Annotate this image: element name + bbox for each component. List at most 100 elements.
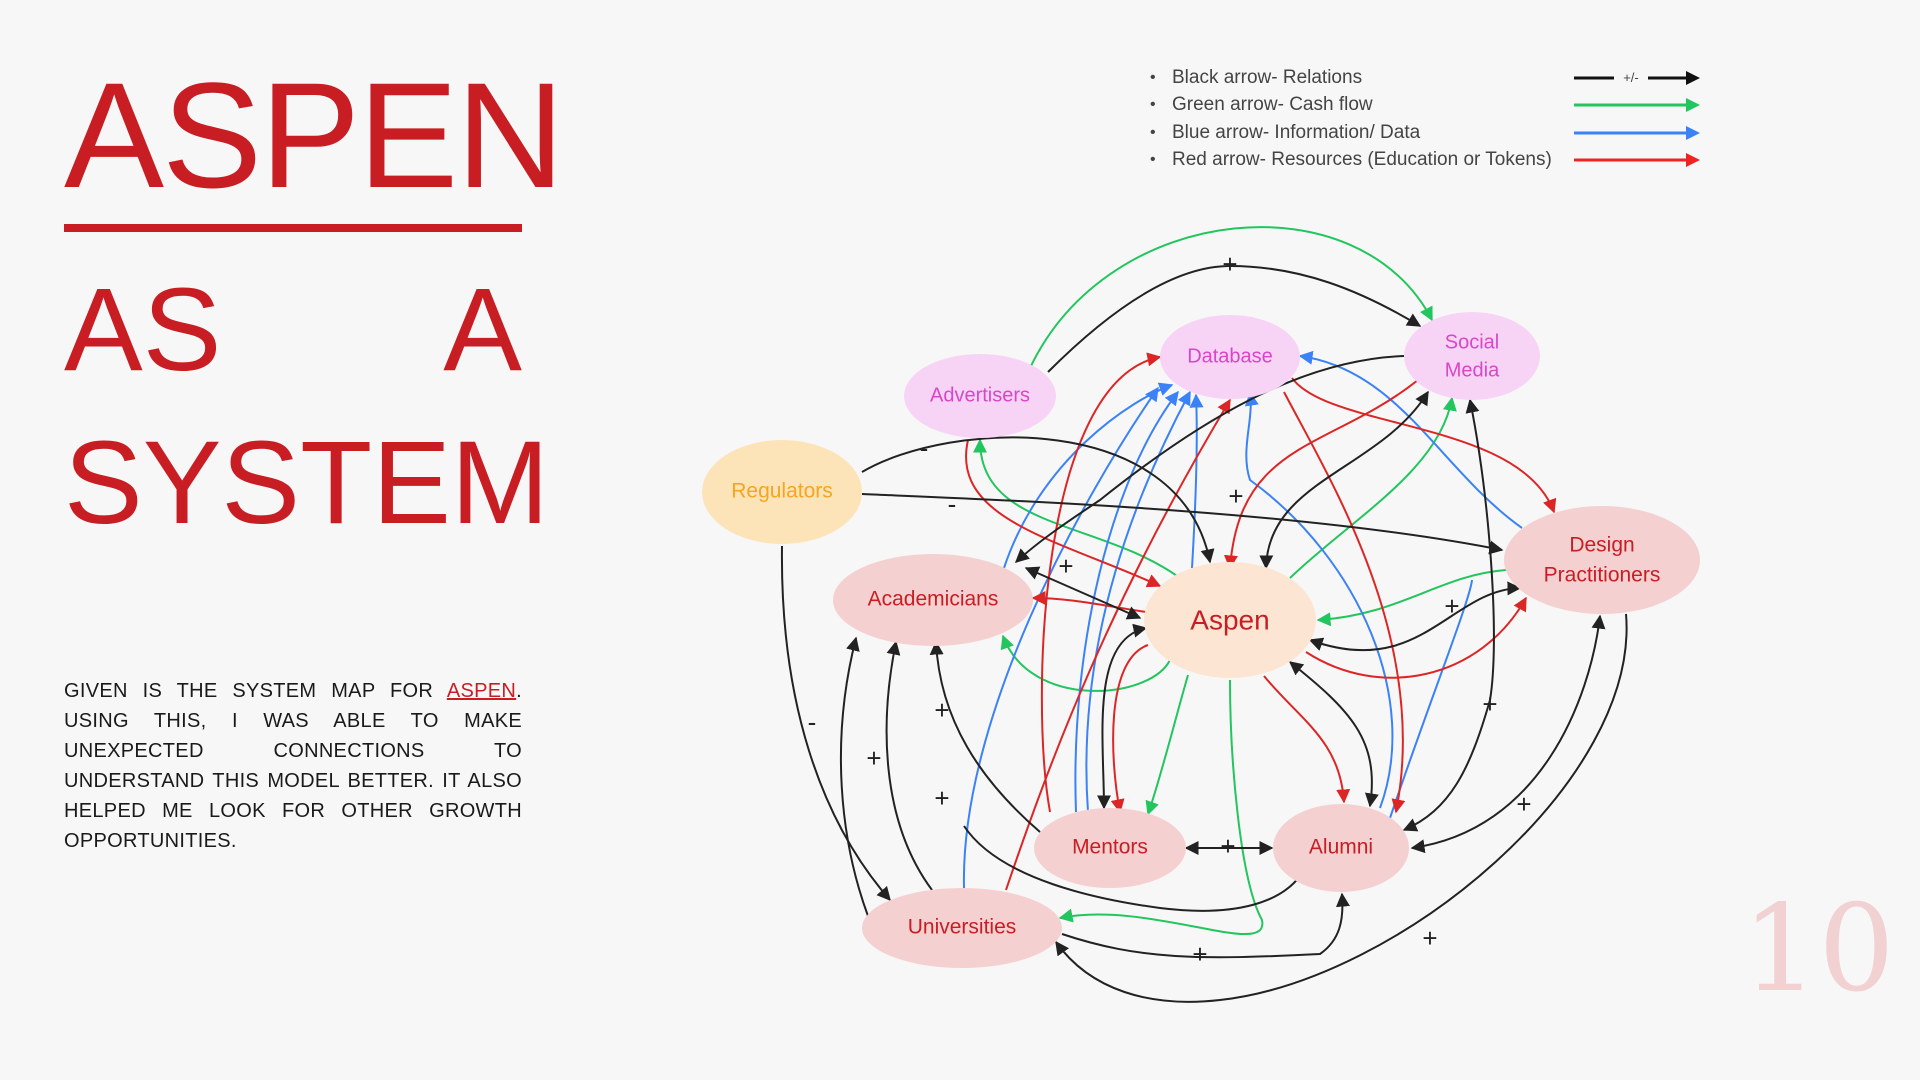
node-label: Media xyxy=(1445,359,1500,381)
node-universities: Universities xyxy=(862,888,1062,968)
legend-item-black: • Black arrow- Relations +/- xyxy=(1150,64,1710,92)
edge-universities-to-database-red xyxy=(1005,398,1231,891)
node-label: Social xyxy=(1445,331,1499,353)
edge-regulators-to-universities xyxy=(780,545,891,902)
edge-academicians-aspen-plus xyxy=(1024,566,1142,620)
edge-aspen-to-universities xyxy=(1058,679,1264,935)
title-system: SYSTEM xyxy=(64,417,550,550)
title-aspen: ASPEN xyxy=(64,51,565,219)
legend: • Black arrow- Relations +/- • Green arr… xyxy=(1150,64,1710,174)
legend-label: Blue arrow- Information/ Data xyxy=(1172,121,1421,143)
title-underline xyxy=(64,224,522,232)
legend-label: Green arrow- Cash flow xyxy=(1172,94,1373,116)
node-label: Regulators xyxy=(731,480,833,503)
edge-universities-to-academicians-2 xyxy=(885,640,933,891)
sign-plus: + xyxy=(1192,939,1207,969)
edge-aspen-to-alumni-black xyxy=(1288,661,1379,808)
node-label: Mentors xyxy=(1072,836,1148,859)
sign-minus: - xyxy=(808,707,817,737)
title-row-as-a: AS A xyxy=(64,254,522,407)
edge-universities-to-alumni xyxy=(1061,892,1350,959)
edge-aspen-to-advertisers xyxy=(973,438,1181,579)
legend-item-green: • Green arrow- Cash flow xyxy=(1150,92,1710,120)
edge-aspen-to-academicians xyxy=(1000,634,1171,692)
legend-bullet: • xyxy=(1150,151,1156,169)
node-label: Practitioners xyxy=(1544,564,1661,587)
legend-sign-label: +/- xyxy=(1623,70,1639,85)
legend-bullet: • xyxy=(1150,96,1156,114)
green-arrow-icon xyxy=(1574,98,1700,113)
edge-design-to-aspen xyxy=(1316,569,1507,627)
legend-item-red: • Red arrow- Resources (Education or Tok… xyxy=(1150,147,1710,175)
node-label: Universities xyxy=(908,916,1017,939)
sign-plus: + xyxy=(1058,551,1073,581)
edge-design-to-alumni xyxy=(1410,614,1606,854)
description-after-link: . USING THIS, I WAS ABLE TO MAKE UNEXPEC… xyxy=(64,680,522,852)
node-label: Advertisers xyxy=(930,384,1030,406)
edge-regulators-to-aspen xyxy=(861,436,1215,564)
node-label: Database xyxy=(1187,345,1273,367)
description-text: GIVEN IS THE SYSTEM MAP FOR ASPEN. USING… xyxy=(64,676,522,856)
node-aspen: Aspen xyxy=(1144,562,1316,678)
edge-aspen-to-mentors xyxy=(1145,674,1189,816)
black-arrow-icon: +/- xyxy=(1574,70,1700,85)
sign-plus: + xyxy=(1482,689,1497,719)
node-label: Alumni xyxy=(1309,836,1373,859)
edge-design-to-aspen-black xyxy=(1308,581,1522,652)
edge-aspen-to-mentors-red xyxy=(1110,644,1149,814)
relation-signs: + - - + + + + - + + + + + + + xyxy=(808,249,1532,969)
edge-social-to-aspen-red xyxy=(1224,379,1419,570)
node-label: Aspen xyxy=(1190,604,1269,635)
node-alumni: Alumni xyxy=(1273,804,1409,892)
node-mentors: Mentors xyxy=(1034,808,1186,888)
blue-arrow-icon xyxy=(1574,125,1700,140)
edge-mentors-to-academicians xyxy=(929,640,1041,833)
node-social-media: Social Media xyxy=(1404,312,1540,400)
legend-bullet: • xyxy=(1150,123,1156,141)
edge-mentors-to-database-red xyxy=(1040,352,1162,813)
edge-design-to-universities xyxy=(1055,613,1628,1003)
sign-plus: + xyxy=(1228,481,1243,511)
aspen-link[interactable]: ASPEN xyxy=(446,680,517,702)
node-design-practitioners: Design Practitioners xyxy=(1504,506,1700,614)
legend-label: Black arrow- Relations xyxy=(1172,66,1363,88)
sign-plus: + xyxy=(934,695,949,725)
sign-minus: - xyxy=(920,433,929,463)
sign-plus: + xyxy=(934,783,949,813)
node-academicians: Academicians xyxy=(833,554,1033,646)
edge-advertisers-to-social xyxy=(1029,226,1433,369)
sign-plus: + xyxy=(866,743,881,773)
sign-plus: + xyxy=(1516,789,1531,819)
sign-plus: + xyxy=(1220,831,1235,861)
title-as: AS xyxy=(64,264,222,396)
sign-plus: + xyxy=(1222,249,1237,279)
legend-label: Red arrow- Resources (Education or Token… xyxy=(1172,149,1552,171)
edge-universities-to-alumni-2 xyxy=(963,825,1301,912)
edge-aspen-to-alumni-red xyxy=(1263,675,1351,804)
title-a: A xyxy=(443,264,522,396)
edge-social-to-academicians xyxy=(1014,355,1405,563)
description-before-link: GIVEN IS THE SYSTEM MAP FOR xyxy=(64,680,447,702)
sign-plus: + xyxy=(1444,591,1459,621)
node-label: Design xyxy=(1569,534,1634,557)
edge-alumni-to-social xyxy=(1389,579,1473,819)
edge-aspen-to-database xyxy=(1189,393,1204,569)
page-number: 10 xyxy=(1742,880,1895,1019)
edge-aspen-to-academicians-red xyxy=(1031,591,1147,613)
legend-bullet: • xyxy=(1150,68,1156,86)
sign-minus: - xyxy=(948,489,957,519)
edge-advertisers-to-social-black xyxy=(1047,264,1422,373)
sign-plus: + xyxy=(1422,923,1437,953)
title-block: ASPEN AS A SYSTEM xyxy=(64,51,565,561)
edge-mentors-blue-extra xyxy=(1085,390,1191,813)
edge-aspen-to-mentors-black xyxy=(1096,623,1148,810)
legend-item-blue: • Blue arrow- Information/ Data xyxy=(1150,119,1710,147)
node-database: Database xyxy=(1160,315,1300,399)
node-label: Academicians xyxy=(868,588,999,611)
red-arrow-icon xyxy=(1574,153,1700,168)
relation-edges xyxy=(780,264,1628,1003)
edge-universities-to-academicians-1 xyxy=(839,636,869,917)
node-advertisers: Advertisers xyxy=(904,354,1056,438)
node-regulators: Regulators xyxy=(702,440,862,544)
